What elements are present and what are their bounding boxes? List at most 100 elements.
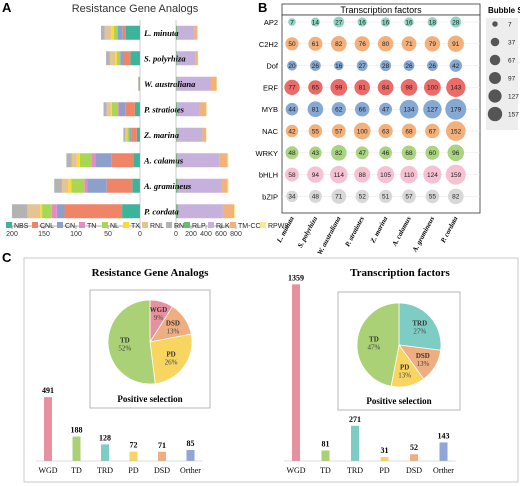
bar-value-label: 271 — [349, 415, 361, 424]
bubble-value: 50 — [288, 41, 296, 48]
bubble-bHLH-5 — [400, 165, 418, 184]
bar-left-NL-2 — [138, 76, 140, 91]
bar-category-label: Orther — [433, 466, 454, 475]
bar-category-label: DSD — [154, 466, 170, 475]
bubble-value: 68 — [405, 150, 413, 157]
legend-swatch-TM-CC — [230, 222, 236, 228]
bar-category-label: WGD — [286, 466, 305, 475]
bubble-MYB-0 — [285, 102, 299, 116]
bubble-value: 61 — [312, 41, 320, 48]
legend-label-CN: CN — [65, 223, 75, 230]
bubble-Dof-7 — [449, 59, 463, 72]
species-column-label: P. stratiotes — [343, 215, 366, 248]
bubble-AP2-7 — [450, 16, 462, 28]
bubble-bHLH-4 — [377, 166, 395, 184]
species-label: Z. marina — [143, 130, 180, 140]
bubble-Dof-4 — [380, 60, 392, 72]
bar-right-RLK-2 — [176, 76, 211, 91]
bar-left-NBS-4 — [136, 127, 140, 142]
panel-a-title: Resistance Gene Analogs — [72, 3, 199, 15]
bubble-ERF-4 — [377, 79, 394, 96]
bubble-ERF-1 — [308, 80, 323, 95]
bar-left-CNL-0 — [122, 25, 126, 40]
pie-label-pct: 27% — [413, 328, 426, 336]
pie-label-name: TD — [120, 337, 130, 345]
bar-left-NL-4 — [127, 127, 130, 142]
bar-right-TM-CC-7 — [222, 204, 235, 219]
bubble-WRKY-5 — [401, 145, 417, 161]
bar-left-CNL-7 — [64, 204, 123, 219]
bubble-value: 105 — [380, 172, 391, 179]
bar-left-RNL-0 — [104, 25, 112, 40]
panel-a-letter: A — [2, 0, 12, 15]
bubble-value: 82 — [335, 41, 343, 48]
species-column-label: A. gramineus — [410, 215, 436, 254]
bar-left-RN-2 — [138, 76, 139, 91]
tf-family-label: Dof — [266, 62, 279, 71]
bar-left-CN-3 — [118, 102, 126, 117]
pie-label-name: PD — [400, 363, 409, 371]
bar-left-RN-5 — [66, 153, 72, 168]
panel-c-letter: C — [2, 250, 12, 265]
tf-family-label: AP2 — [264, 18, 278, 27]
bubble-value: 96 — [452, 150, 460, 157]
bar-category-label: DSD — [406, 466, 422, 475]
bubble-bZIP-2 — [331, 188, 347, 204]
bubble-value: 110 — [404, 172, 415, 179]
bar-value-label: 128 — [99, 433, 111, 442]
bar-left-CN-6 — [87, 178, 107, 193]
legend-swatch-RLP — [184, 222, 190, 228]
legend-swatch-NL — [102, 222, 108, 228]
bar-right-TM-CC-0 — [194, 25, 198, 40]
bubble-value: 42 — [288, 128, 296, 135]
bar-left-RNL-3 — [106, 102, 111, 117]
bar-value-label: 31 — [381, 446, 389, 455]
bubble-WRKY-2 — [330, 144, 347, 161]
panel-c-chart: 491WGD188TD128TRD72PD71DSD85OrtherWGD9%D… — [36, 273, 456, 475]
bar-category-label: PD — [128, 466, 138, 475]
right-tick-label: 800 — [230, 231, 242, 238]
bubble-value: 77 — [288, 85, 296, 92]
bubble-value: 46 — [382, 150, 390, 157]
pie-label-pct: 26% — [165, 358, 178, 366]
bubble-value: 52 — [359, 194, 367, 201]
bubble-value: 48 — [288, 150, 296, 157]
bubble-WRKY-1 — [309, 146, 322, 160]
bubble-bZIP-0 — [286, 190, 298, 203]
bubble-value: 28 — [452, 19, 460, 26]
bubble-value: 55 — [429, 194, 437, 201]
legend-label-RPW8: RPW8 — [268, 223, 288, 230]
bubble-NAC-1 — [308, 124, 323, 138]
bar-Orther — [186, 449, 195, 461]
bar-TRD — [351, 425, 359, 461]
bar-left-RNL-1 — [109, 51, 116, 66]
bar-left-TX-7 — [40, 204, 43, 219]
bubble-Dof-0 — [287, 60, 297, 71]
bubble-value: 100 — [357, 128, 368, 135]
bubble-value: 127 — [427, 107, 438, 114]
bar-TD — [321, 450, 330, 461]
bubble-bHLH-3 — [354, 166, 371, 183]
panel-c-right-title: Transcription factors — [350, 267, 450, 279]
bar-left-TX-6 — [68, 178, 72, 193]
bar-left-CN-5 — [95, 153, 112, 168]
bar-category-label: TD — [320, 466, 331, 475]
species-column-label: S. polyrhiza — [296, 215, 319, 249]
bubble-AP2-4 — [380, 17, 391, 27]
bar-category-label: WGD — [38, 466, 57, 475]
legend-label-NL: NL — [110, 223, 119, 230]
legend-label-TM-CC: TM-CC — [238, 223, 261, 230]
bubble-bHLH-0 — [285, 167, 299, 182]
species-label: S. polyrhiza — [144, 53, 186, 63]
bubble-value: 26 — [405, 63, 413, 70]
bar-left-TX-0 — [111, 25, 114, 40]
bar-left-CNL-1 — [124, 51, 131, 66]
pie-label-name: TRD — [412, 320, 427, 328]
bubble-value: 62 — [335, 107, 343, 114]
panel-c-left-pie-caption: Positive selection — [117, 394, 182, 404]
bubble-value: 27 — [359, 63, 367, 70]
bar-left-RNL-4 — [125, 127, 127, 142]
legend-label-CNL: CNL — [40, 223, 54, 230]
bar-left-NBS-0 — [125, 25, 140, 40]
pie-label-pct: 52% — [118, 345, 131, 353]
